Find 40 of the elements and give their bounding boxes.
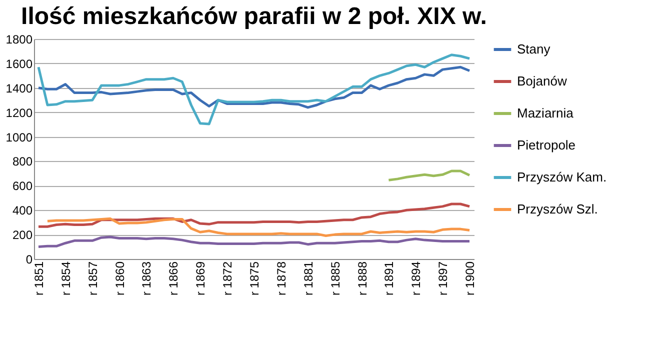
legend-label: Przyszów Szl. [517,202,598,216]
line-series [37,202,471,228]
y-tick-label: 1000 [6,130,33,144]
legend-label: Przyszów Kam. [517,170,607,184]
y-tick-label: 800 [12,154,33,169]
x-tick-label: r 1878 [274,261,288,296]
legend-label: Stany [517,42,551,56]
line-series [387,170,471,182]
x-tick-label: r 1900 [463,261,478,296]
y-tick-label: 1600 [6,56,33,71]
legend-label: Pietropole [517,138,576,152]
x-tick-label: r 1860 [112,261,127,296]
x-tick-label: r 1857 [86,261,100,296]
y-tick-label: 600 [12,179,33,194]
line-series [37,236,471,248]
y-tick-label: 1800 [6,32,33,46]
chart-title: Ilość mieszkańców parafii w 2 poł. XIX w. [21,3,487,30]
y-tick-label: 1400 [6,81,33,96]
y-tick-label: 1200 [6,106,33,120]
y-tick-label: 0 [26,252,33,266]
x-tick-label: r 1897 [436,261,450,296]
line-series [37,66,471,109]
y-tick-label: 200 [12,228,33,242]
x-tick-label: r 1888 [355,261,370,296]
y-tick-label: 400 [12,204,33,218]
x-tick-label: r 1869 [194,261,208,296]
x-tick-label: r 1881 [301,261,316,296]
x-tick-label: r 1885 [328,261,342,296]
legend-label: Maziarnia [517,106,574,120]
x-tick-label: r 1854 [58,261,73,296]
x-tick-label: r 1894 [409,261,424,296]
x-tick-label: r 1875 [248,261,262,296]
x-tick-label: r 1891 [382,261,396,296]
x-tick-label: r 1851 [32,261,46,296]
legend-label: Bojanów [517,74,568,88]
x-tick-label: r 1872 [220,261,235,296]
x-tick-label: r 1866 [166,261,181,296]
line-series [37,54,471,126]
line-series [46,217,471,238]
x-tick-label: r 1863 [140,261,154,296]
